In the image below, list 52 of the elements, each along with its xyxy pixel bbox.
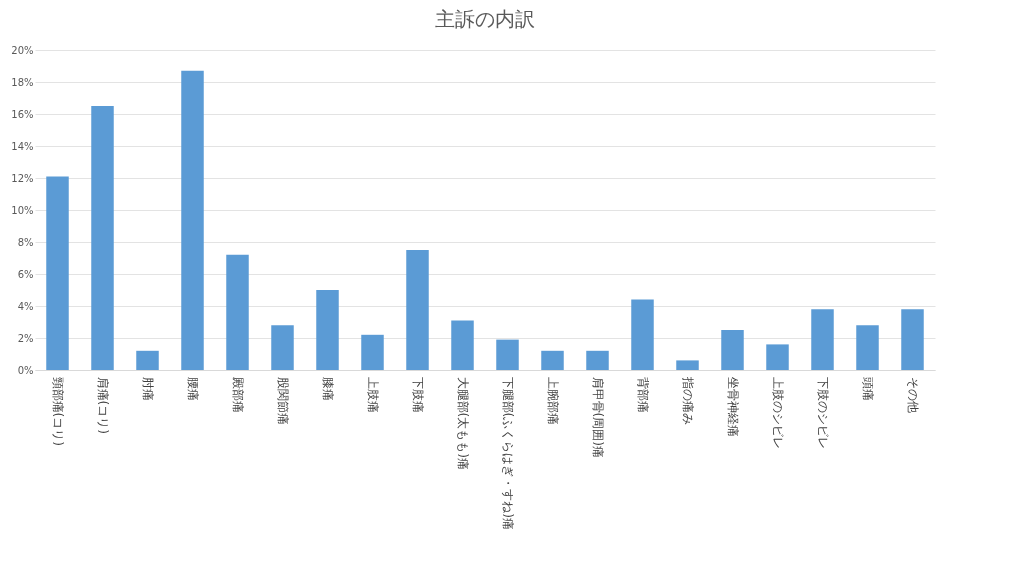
y-tick-label: 2% bbox=[17, 332, 34, 344]
x-tick-label: 上腕部痛 bbox=[545, 376, 560, 425]
bar bbox=[721, 330, 744, 370]
bar bbox=[676, 360, 699, 370]
bar bbox=[406, 250, 429, 370]
x-tick-label: 上肢のシビレ bbox=[770, 376, 785, 449]
x-tick-label: 上肢痛 bbox=[365, 376, 380, 413]
x-tick-label: 腰痛 bbox=[185, 376, 200, 401]
y-tick-label: 0% bbox=[17, 364, 34, 376]
y-tick-label: 10% bbox=[11, 204, 34, 216]
bar bbox=[271, 325, 294, 370]
x-tick-label: その他 bbox=[905, 376, 920, 413]
x-tick-label: 大腿部(太もも)痛 bbox=[455, 376, 470, 470]
bar bbox=[361, 334, 384, 370]
bar bbox=[451, 320, 474, 370]
bar bbox=[811, 309, 834, 370]
bar bbox=[496, 339, 519, 370]
y-tick-label: 18% bbox=[11, 76, 34, 88]
bar bbox=[46, 176, 69, 370]
chart-title: 主訴の内訳 bbox=[435, 7, 535, 31]
x-tick-label: 肩甲骨(周囲)痛 bbox=[590, 376, 605, 458]
x-tick-label: 下肢のシビレ bbox=[815, 376, 830, 449]
bar bbox=[856, 325, 879, 370]
x-tick-label: 頭痛 bbox=[860, 376, 875, 401]
x-tick-label: 股関節痛 bbox=[275, 376, 290, 425]
x-tick-label: 肩痛(コリ) bbox=[95, 376, 110, 434]
bar bbox=[181, 70, 204, 370]
bar bbox=[541, 350, 564, 370]
x-tick-label: 頸部痛(コリ) bbox=[50, 376, 65, 446]
y-tick-label: 12% bbox=[11, 172, 34, 184]
y-tick-label: 6% bbox=[17, 268, 34, 280]
x-tick-label: 下肢痛 bbox=[410, 376, 425, 413]
bar bbox=[901, 309, 924, 370]
bar bbox=[631, 299, 654, 370]
x-tick-label: 肘痛 bbox=[140, 376, 155, 401]
bar bbox=[136, 350, 159, 370]
y-tick-label: 20% bbox=[11, 44, 34, 56]
x-tick-label: 下腿部(ふくらはぎ・すね)痛 bbox=[500, 376, 515, 530]
y-tick-label: 14% bbox=[11, 140, 34, 152]
y-tick-label: 16% bbox=[11, 108, 34, 120]
bar bbox=[316, 290, 339, 370]
x-tick-label: 殿部痛 bbox=[230, 376, 245, 413]
y-tick-label: 4% bbox=[17, 300, 34, 312]
x-tick-label: 指の痛み bbox=[680, 375, 695, 425]
x-tick-label: 坐骨神経痛 bbox=[725, 376, 740, 437]
bar bbox=[586, 350, 609, 370]
bar bbox=[91, 106, 114, 370]
bar bbox=[226, 254, 249, 370]
x-tick-label: 背部痛 bbox=[635, 376, 650, 413]
bar bbox=[766, 344, 789, 370]
x-tick-label: 膝痛 bbox=[320, 376, 335, 401]
y-tick-label: 8% bbox=[17, 236, 34, 248]
